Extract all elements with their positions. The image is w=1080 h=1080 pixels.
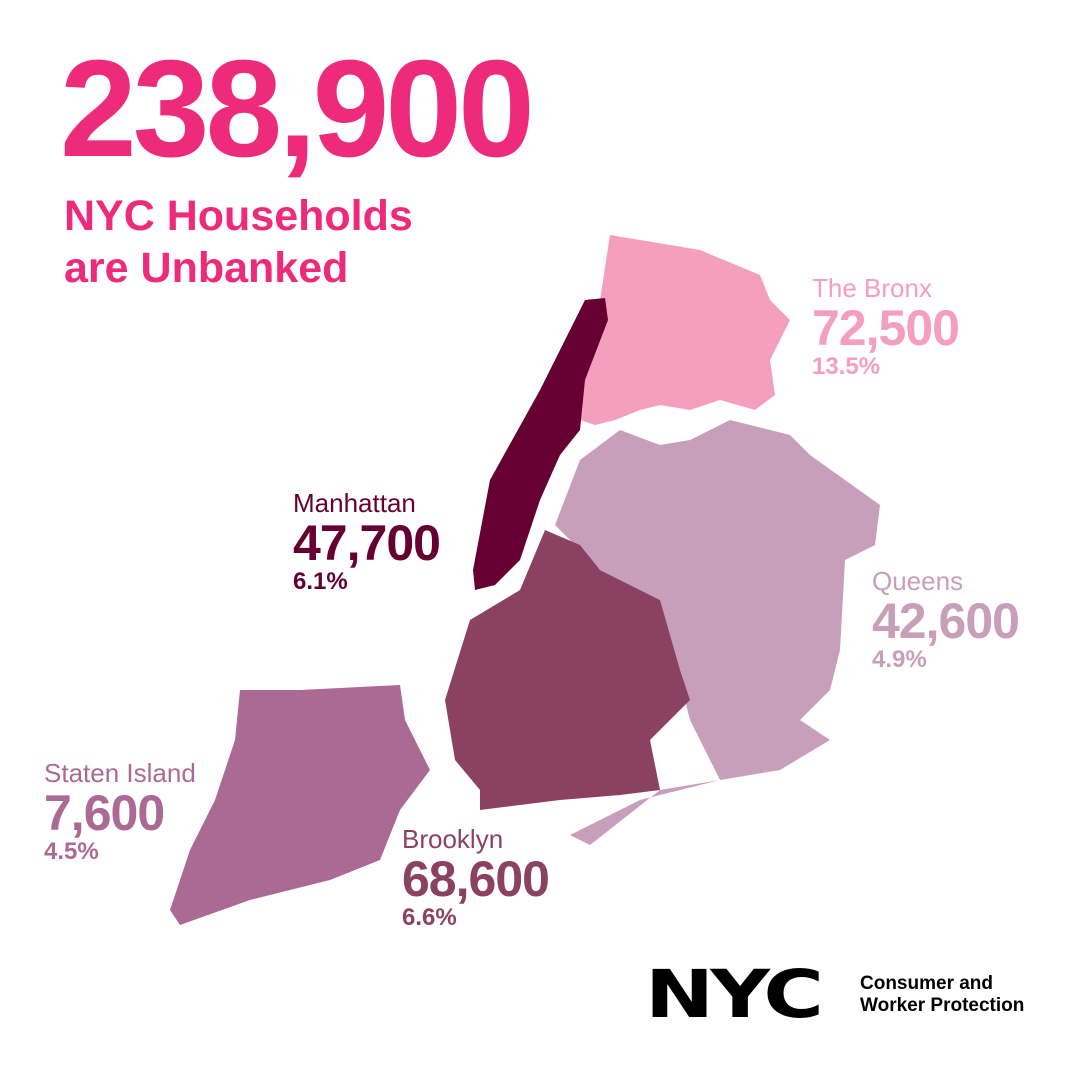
- borough-count: 7,600: [44, 785, 165, 841]
- borough-manhattan: [473, 298, 608, 590]
- label-bronx: The Bronx 72,500 13.5%: [812, 273, 960, 380]
- label-brooklyn: Brooklyn 68,600 6.6%: [402, 824, 550, 931]
- borough-count: 72,500: [812, 300, 960, 356]
- agency-line-2: Worker Protection: [860, 995, 1025, 1016]
- subtitle-line-2: are Unbanked: [64, 244, 349, 292]
- headline-subtitle: NYC Households are Unbanked: [64, 190, 413, 294]
- label-queens: Queens 42,600 4.9%: [872, 566, 1020, 673]
- borough-percent: 6.6%: [402, 904, 457, 931]
- borough-name: Staten Island: [44, 758, 196, 788]
- borough-count: 42,600: [872, 593, 1020, 649]
- borough-percent: 13.5%: [812, 353, 881, 380]
- agency-line-1: Consumer and: [860, 973, 994, 994]
- borough-bronx: [580, 235, 790, 425]
- label-manhattan: Manhattan 47,700 6.1%: [293, 488, 441, 595]
- borough-count: 68,600: [402, 851, 550, 907]
- borough-percent: 4.9%: [872, 646, 927, 673]
- borough-staten-island: [170, 685, 430, 925]
- nyc-logo-mark: NYC: [645, 956, 824, 1033]
- borough-name: Manhattan: [293, 488, 416, 518]
- borough-percent: 6.1%: [293, 568, 348, 595]
- borough-name: Queens: [872, 566, 964, 596]
- borough-percent: 4.5%: [44, 838, 99, 865]
- borough-queens: [555, 420, 880, 845]
- borough-name: Brooklyn: [402, 824, 504, 854]
- borough-name: The Bronx: [812, 273, 932, 303]
- subtitle-line-1: NYC Households: [64, 192, 413, 240]
- borough-brooklyn: [445, 530, 690, 810]
- total-unbanked: 238,900: [60, 32, 535, 186]
- label-staten-island: Staten Island 7,600 4.5%: [44, 760, 196, 864]
- agency-name: Consumer and Worker Protection: [860, 973, 1024, 1017]
- nyc-dcwp-logo: NYC Consumer and Worker Protection: [645, 962, 1024, 1028]
- borough-count: 47,700: [293, 515, 441, 571]
